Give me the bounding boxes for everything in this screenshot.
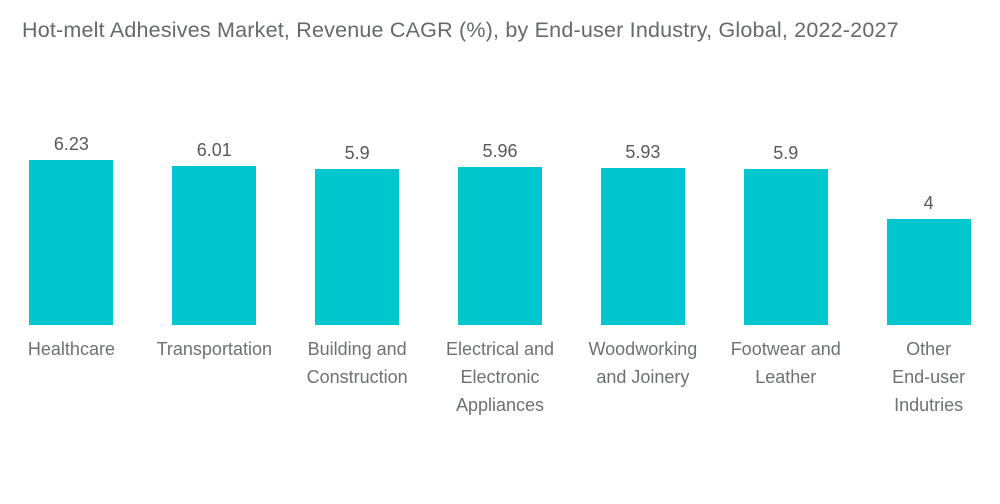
bar-group: 5.9 Building and Construction — [286, 0, 429, 391]
category-label: Electrical and Electronic Appliances — [445, 339, 555, 415]
bar-zone: 5.9 — [315, 0, 400, 325]
bar-value-label: 6.01 — [196, 139, 232, 160]
bar — [29, 160, 114, 325]
bar — [172, 165, 257, 325]
bar — [600, 167, 685, 325]
chart-title: Hot-melt Adhesives Market, Revenue CAGR … — [22, 18, 899, 42]
category-label: Transportation — [156, 339, 272, 359]
bar-value-label: 5.9 — [344, 142, 370, 163]
bar-value-label: 4 — [923, 193, 934, 214]
bar — [886, 219, 971, 325]
bar-value-label: 6.23 — [53, 134, 89, 154]
category-label: Footwear and Leather — [730, 339, 841, 387]
bar — [315, 168, 400, 325]
bar-group: 5.96 Electrical and Electronic Appliances — [429, 0, 572, 419]
category-label: Healthcare — [27, 339, 115, 359]
bar — [743, 168, 828, 325]
bar-zone: 4 — [886, 0, 971, 325]
bar-group: 6.23 Healthcare — [0, 0, 143, 363]
category-label: Woodworking and Joinery — [588, 339, 698, 387]
bar-group: 4 Other End-user Indutries — [857, 0, 1000, 419]
bar-group: 6.01 Transportation — [143, 0, 286, 363]
bar-value-label: 5.9 — [773, 142, 799, 163]
bar-zone: 5.9 — [743, 0, 828, 325]
bar-group: 5.9 Footwear and Leather — [714, 0, 857, 391]
category-label: Other End-user Indutries — [892, 339, 966, 415]
bar-zone: 5.93 — [600, 0, 685, 325]
bar — [458, 167, 542, 325]
bar-value-label: 5.93 — [625, 141, 661, 162]
category-label: Building and Construction — [306, 339, 408, 387]
bar-group: 5.93 Woodworking and Joinery — [571, 0, 714, 391]
bar-zone: 6.01 — [172, 0, 257, 325]
bar-zone: 6.23 — [29, 0, 114, 325]
bar-zone: 5.96 — [458, 0, 542, 325]
bar-value-label: 5.96 — [482, 141, 518, 162]
